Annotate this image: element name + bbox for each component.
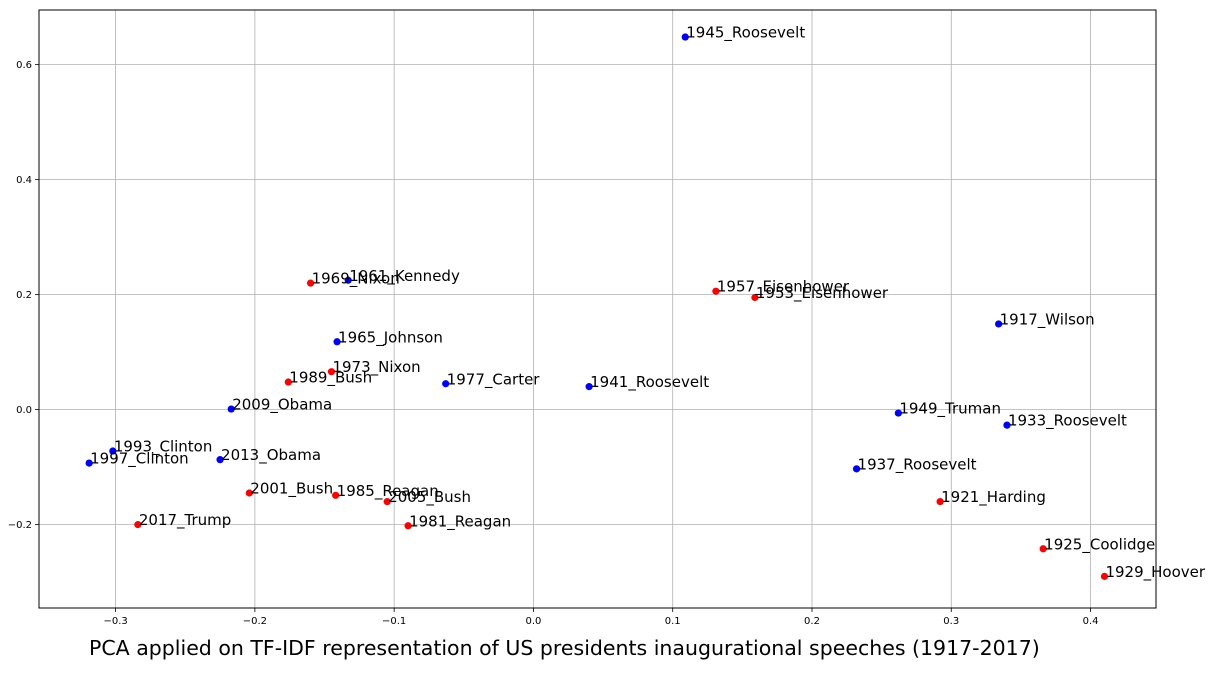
data-point-2001-bush [245, 489, 253, 497]
data-point-2013-obama [216, 456, 224, 464]
point-label: 1917_Wilson [1000, 310, 1095, 329]
data-point-2005-bush [383, 498, 391, 506]
y-tick-label: 0.6 [16, 60, 32, 71]
x-axis: −0.3 −0.2 −0.1 0.0 0.1 0.2 0.3 0.4 [103, 608, 1098, 627]
data-point-1945-roosevelt [681, 33, 689, 41]
data-point-1961-kennedy [344, 276, 352, 284]
data-point-1997-clinton [85, 459, 93, 467]
x-tick-label: 0.2 [804, 616, 820, 627]
plot-frame [38, 9, 1157, 609]
data-point-1925-coolidge [1039, 545, 1047, 553]
point-label: 2013_Obama [221, 446, 321, 465]
point-label: 1965_Johnson [338, 328, 443, 347]
x-tick-label: −0.2 [243, 616, 267, 627]
point-label: 1969_Nixon [312, 270, 400, 289]
y-tick-label: 0.2 [16, 290, 32, 301]
point-label: 1937_Roosevelt [858, 455, 977, 474]
data-point-1937-roosevelt [852, 465, 861, 473]
grid-lines [39, 10, 1156, 608]
y-tick-label: 0.4 [16, 175, 32, 186]
data-point-1933-roosevelt [1003, 421, 1011, 429]
data-point-1985-reagan [332, 491, 340, 499]
x-tick-label: −0.3 [103, 616, 127, 627]
data-point-1949-truman [894, 409, 902, 417]
point-label: 2001_Bush [250, 480, 333, 499]
point-label: 1977_Carter [447, 370, 541, 389]
data-point-1921-harding [936, 498, 944, 506]
x-tick-label: 0.3 [943, 616, 959, 627]
x-tick-label: 0.1 [665, 616, 681, 627]
data-point-2009-obama [227, 405, 235, 413]
point-label: 1925_Coolidge [1044, 535, 1155, 554]
data-point-2017-trump [134, 521, 142, 529]
data-point-1993-clinton [109, 447, 117, 455]
point-label: 1989_Bush [289, 369, 372, 388]
y-tick-label: −0.2 [8, 520, 32, 531]
x-tick-label: 0.0 [525, 616, 541, 627]
point-label: 1929_Hoover [1105, 563, 1205, 582]
point-label: 1961_Kennedy [349, 267, 460, 286]
point-label: 1981_Reagan [409, 512, 511, 531]
point-label: 1949_Truman [899, 400, 1001, 419]
data-point-1981-reagan [404, 522, 412, 530]
point-label: 2017_Trump [139, 511, 231, 530]
data-point-1989-bush [284, 378, 292, 386]
data-point-1929-hoover [1100, 572, 1109, 580]
point-label: 1953_Eisenhower [756, 284, 889, 303]
point-label: 1921_Harding [941, 488, 1046, 507]
data-point-1973-nixon [327, 368, 336, 376]
point-label: 1973_Nixon [332, 358, 420, 377]
point-label: 1957_Eisenhower [717, 278, 850, 297]
data-point-1953-eisenhower [751, 293, 759, 302]
x-tick-label: −0.1 [382, 616, 406, 627]
data-point-1941-roosevelt [585, 383, 593, 391]
point-label: 1985_Reagan [337, 482, 439, 501]
point-label: 2009_Obama [232, 396, 332, 415]
x-tick-label: 0.4 [1083, 616, 1099, 627]
data-point-1917-wilson [995, 320, 1003, 328]
data-point-1957-eisenhower [712, 287, 720, 295]
data-point-1969-nixon [306, 279, 315, 287]
point-label: 2005_Bush [388, 488, 471, 507]
y-axis: −0.2 0.0 0.2 0.4 0.6 [8, 60, 39, 531]
point-label: 1933_Roosevelt [1008, 412, 1127, 431]
point-label: 1993_Clinton [114, 438, 213, 457]
point-label: 1945_Roosevelt [686, 24, 805, 43]
data-point-1965-johnson [333, 338, 341, 346]
data-points [85, 33, 1109, 580]
data-point-1977-carter [442, 380, 450, 388]
point-label: 1941_Roosevelt [590, 373, 709, 392]
point-label: 1997_Clinton [90, 450, 189, 469]
y-tick-label: 0.0 [16, 405, 32, 416]
figure-caption: PCA applied on TF-IDF representation of … [89, 636, 1040, 660]
